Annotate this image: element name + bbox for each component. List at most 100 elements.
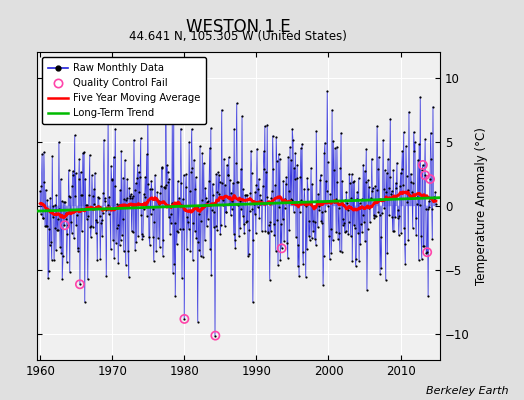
Point — [141, 174, 149, 180]
Point — [313, 198, 321, 204]
Point — [348, 171, 356, 177]
Point — [295, 272, 303, 279]
Point — [250, 211, 259, 217]
Point — [283, 255, 292, 261]
Point — [105, 193, 114, 200]
Point — [143, 151, 151, 158]
Point — [246, 189, 255, 196]
Point — [192, 235, 201, 242]
Point — [375, 154, 383, 160]
Point — [96, 255, 104, 262]
Point — [185, 139, 193, 145]
Point — [425, 204, 433, 211]
Point — [305, 237, 314, 244]
Point — [232, 159, 240, 166]
Point — [403, 186, 412, 193]
Point — [211, 332, 219, 339]
Point — [416, 202, 424, 208]
Point — [190, 156, 198, 163]
Point — [275, 151, 283, 158]
Point — [202, 194, 210, 201]
Point — [185, 188, 194, 194]
Point — [322, 187, 331, 194]
Point — [181, 184, 190, 190]
Point — [149, 258, 158, 264]
Point — [347, 194, 355, 201]
Point — [362, 146, 370, 152]
Point — [209, 192, 217, 198]
Point — [254, 204, 262, 211]
Point — [135, 189, 144, 195]
Point — [378, 210, 386, 216]
Point — [419, 242, 428, 249]
Text: Berkeley Earth: Berkeley Earth — [426, 386, 508, 396]
Point — [101, 195, 110, 202]
Point — [385, 212, 394, 218]
Point — [355, 258, 363, 264]
Point — [411, 139, 419, 146]
Point — [402, 143, 410, 149]
Point — [204, 216, 212, 222]
Point — [381, 276, 390, 283]
Point — [395, 213, 403, 219]
Point — [358, 212, 367, 218]
Point — [197, 218, 205, 224]
Point — [103, 202, 112, 208]
Point — [86, 234, 95, 240]
Point — [193, 318, 202, 325]
Point — [214, 190, 223, 197]
Point — [196, 143, 204, 150]
Point — [161, 184, 169, 191]
Point — [359, 162, 367, 168]
Point — [351, 263, 359, 269]
Point — [282, 181, 290, 188]
Point — [314, 191, 322, 198]
Point — [198, 150, 206, 156]
Point — [244, 251, 253, 258]
Point — [336, 248, 344, 254]
Point — [123, 176, 132, 182]
Point — [58, 198, 66, 204]
Point — [37, 211, 45, 217]
Point — [362, 178, 370, 185]
Point — [326, 226, 335, 232]
Point — [218, 179, 226, 186]
Point — [37, 183, 46, 189]
Point — [274, 261, 282, 268]
Point — [334, 236, 342, 242]
Point — [414, 157, 422, 163]
Point — [278, 245, 286, 252]
Point — [365, 184, 374, 190]
Point — [394, 215, 402, 222]
Point — [168, 200, 176, 206]
Point — [98, 233, 106, 240]
Point — [389, 167, 398, 174]
Point — [210, 209, 219, 215]
Point — [177, 180, 185, 186]
Point — [189, 220, 198, 226]
Point — [154, 235, 162, 241]
Point — [225, 200, 234, 207]
Point — [66, 194, 74, 200]
Point — [138, 235, 147, 242]
Point — [44, 274, 52, 281]
Point — [428, 236, 436, 242]
Point — [209, 180, 217, 187]
Point — [267, 195, 276, 201]
Point — [380, 205, 388, 211]
Point — [259, 148, 268, 154]
Point — [67, 230, 75, 236]
Point — [381, 167, 389, 174]
Point — [245, 226, 254, 233]
Point — [309, 218, 317, 224]
Point — [386, 115, 395, 122]
Point — [329, 237, 337, 244]
Point — [194, 211, 203, 217]
Point — [54, 227, 62, 234]
Point — [92, 216, 100, 223]
Point — [289, 208, 298, 215]
Point — [114, 260, 123, 266]
Point — [254, 186, 263, 192]
Point — [221, 222, 229, 229]
Point — [373, 187, 381, 193]
